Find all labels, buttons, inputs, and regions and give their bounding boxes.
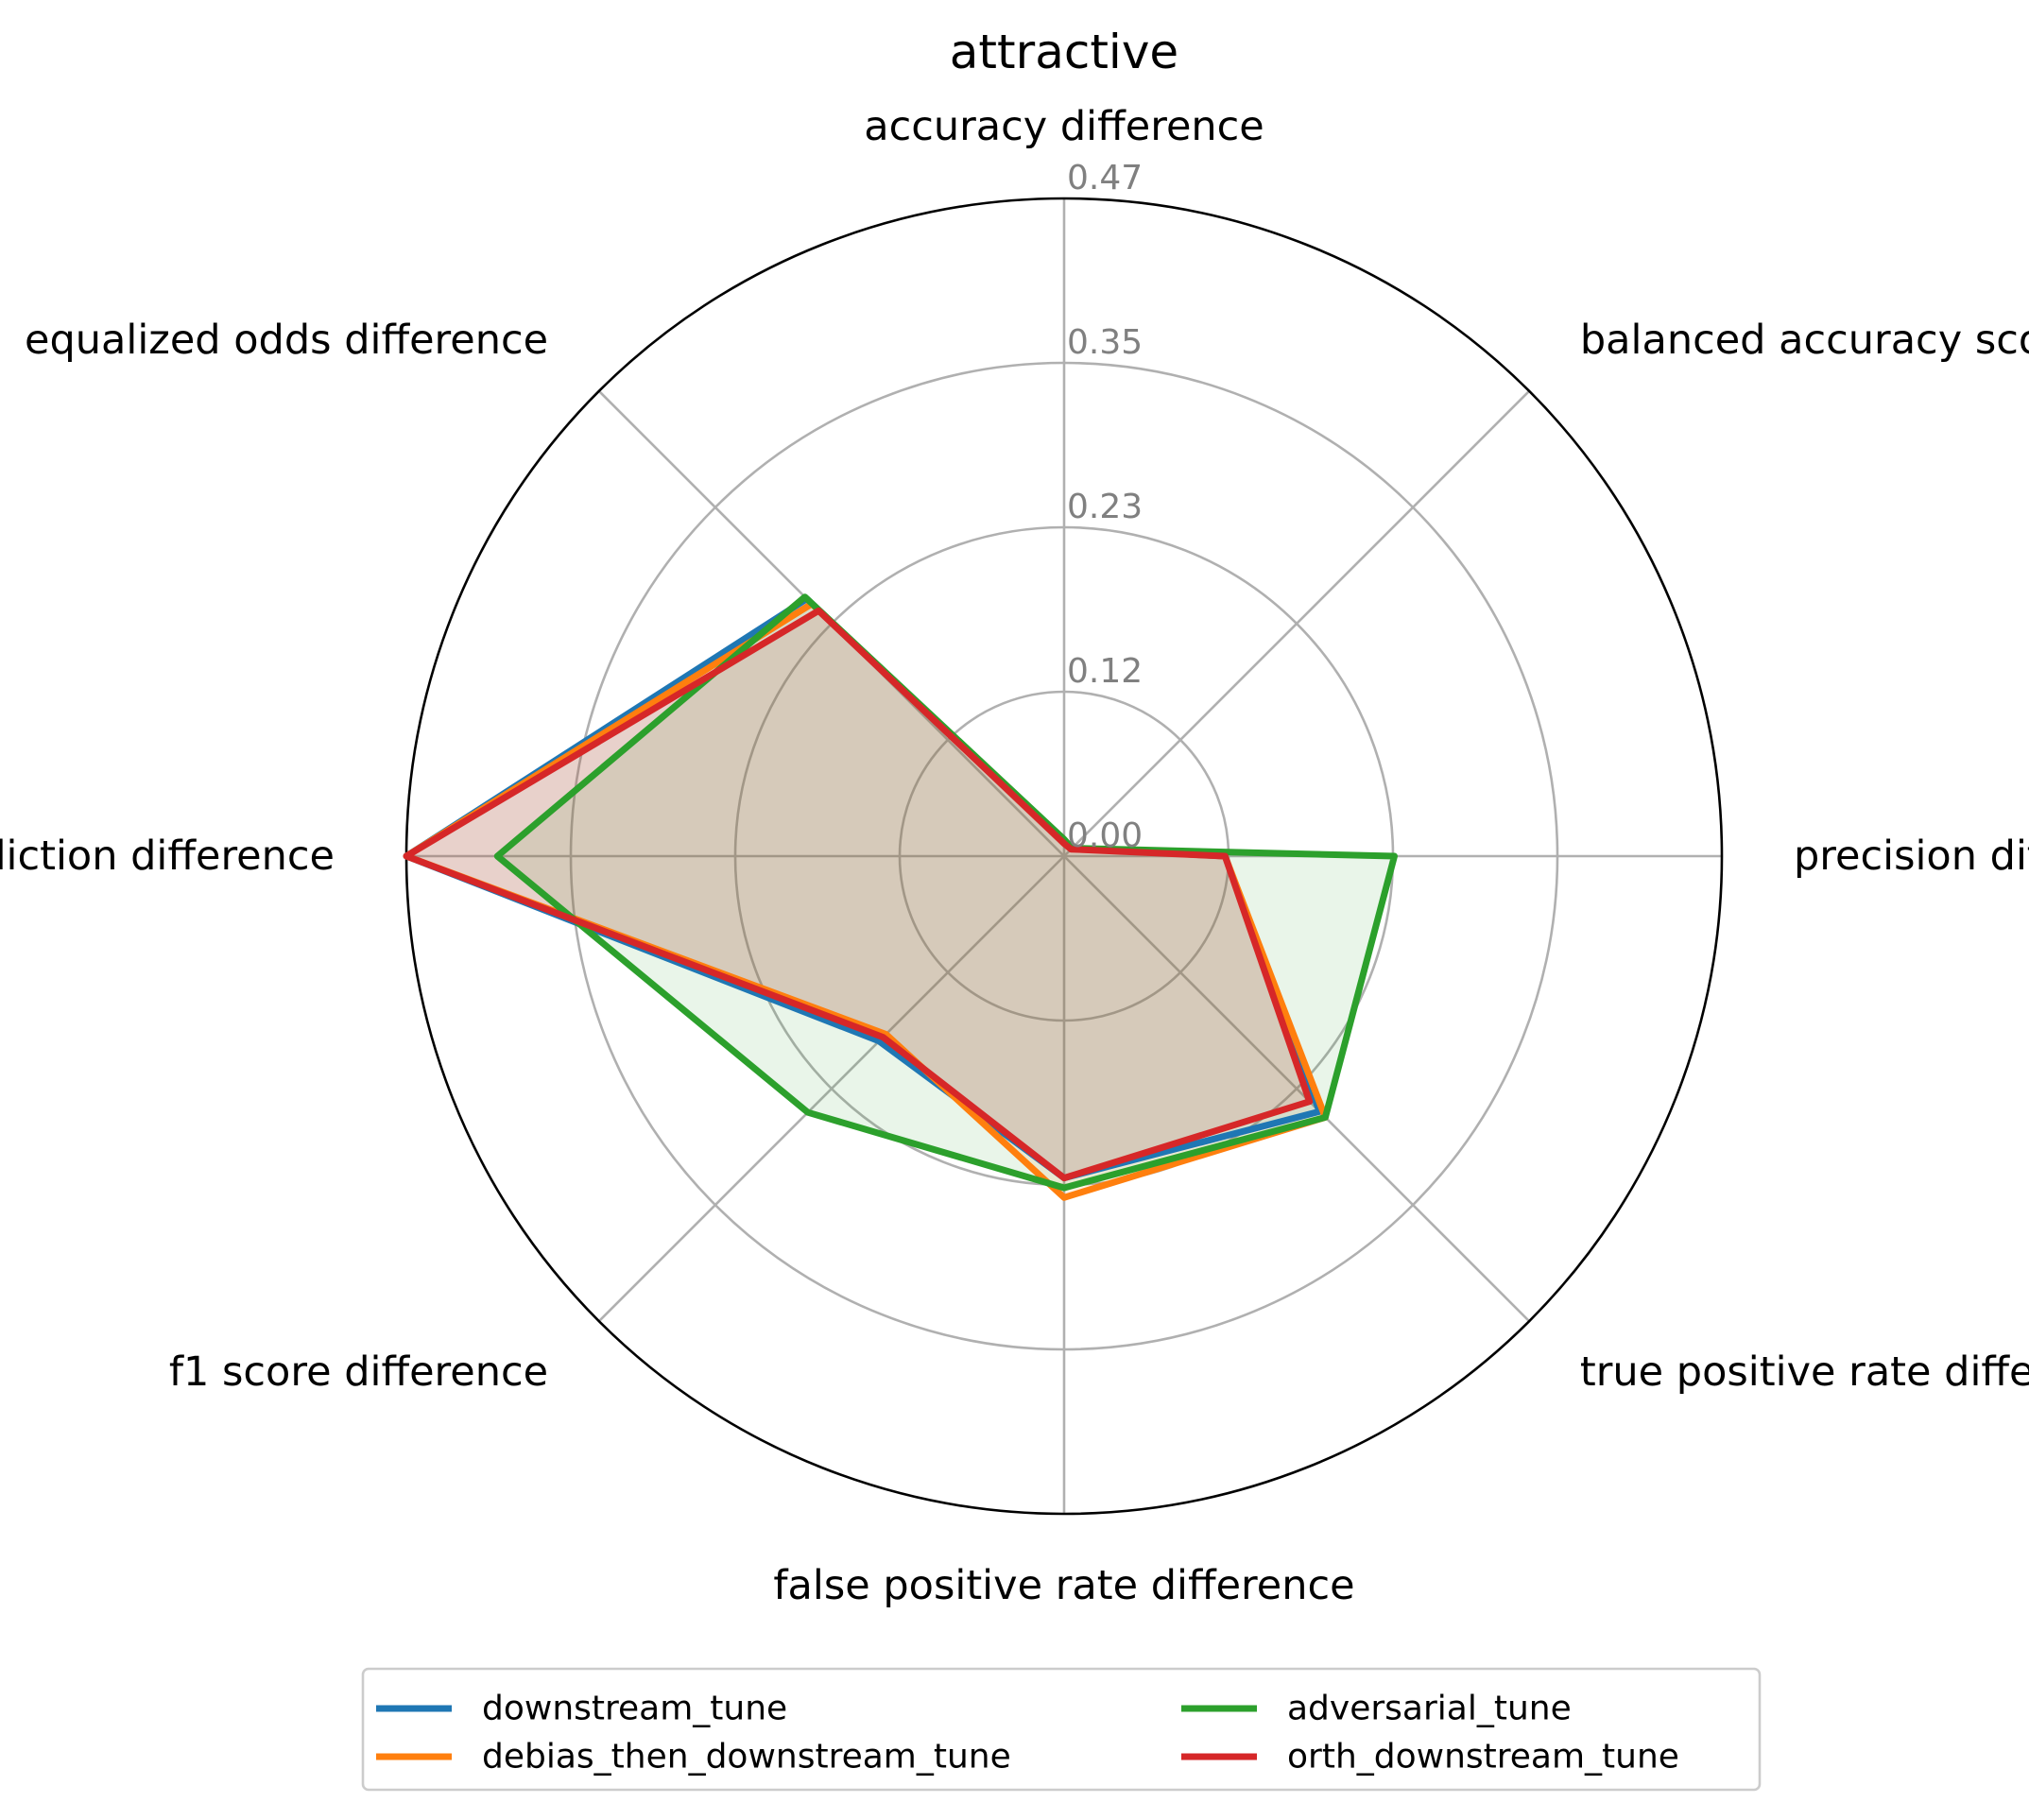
axis-label: f1 score difference bbox=[169, 1348, 548, 1396]
radial-tick-labels: 0.00 0.12 0.23 0.35 0.47 bbox=[1067, 159, 1143, 855]
spoke-line bbox=[1063, 855, 1531, 1323]
axis-label: mean prediction difference bbox=[0, 833, 335, 880]
axis-label: balanced accuracy score difference bbox=[1580, 317, 2029, 364]
axis-label: precision difference bbox=[1794, 833, 2029, 880]
chart-title: attractive bbox=[950, 25, 1178, 79]
legend-label: adversarial_tune bbox=[1287, 1690, 1572, 1728]
series-fill-orth_downstream_tune bbox=[406, 610, 1310, 1178]
radial-tick-label: 0.00 bbox=[1067, 816, 1143, 855]
radial-tick-label: 0.35 bbox=[1067, 323, 1143, 362]
series-fill-debias_then_downstream_tune bbox=[406, 604, 1326, 1198]
series-line-orth_downstream_tune bbox=[403, 607, 1314, 1182]
axis-labels: accuracy difference balanced accuracy sco… bbox=[0, 103, 2029, 1609]
axis-label: false positive rate difference bbox=[773, 1562, 1354, 1609]
spoke-line bbox=[597, 855, 1065, 1323]
legend-label: debias_then_downstream_tune bbox=[482, 1738, 1011, 1777]
axis-label: equalized odds difference bbox=[25, 317, 548, 364]
legend: downstream_tune debias_then_downstream_tu… bbox=[361, 1667, 1762, 1792]
spoke-line bbox=[1063, 389, 1531, 857]
radial-tick-label: 0.47 bbox=[1067, 159, 1143, 197]
legend-frame bbox=[361, 1667, 1762, 1792]
axis-label: accuracy difference bbox=[864, 103, 1264, 150]
series-lines bbox=[403, 593, 1398, 1201]
radial-tick-label: 0.23 bbox=[1067, 488, 1143, 526]
radial-tick-label: 0.12 bbox=[1067, 652, 1143, 691]
legend-label: downstream_tune bbox=[482, 1690, 787, 1728]
radar-grid bbox=[404, 197, 1724, 1516]
legend-label: orth_downstream_tune bbox=[1287, 1738, 1679, 1777]
axis-label: true positive rate difference bbox=[1580, 1348, 2029, 1396]
